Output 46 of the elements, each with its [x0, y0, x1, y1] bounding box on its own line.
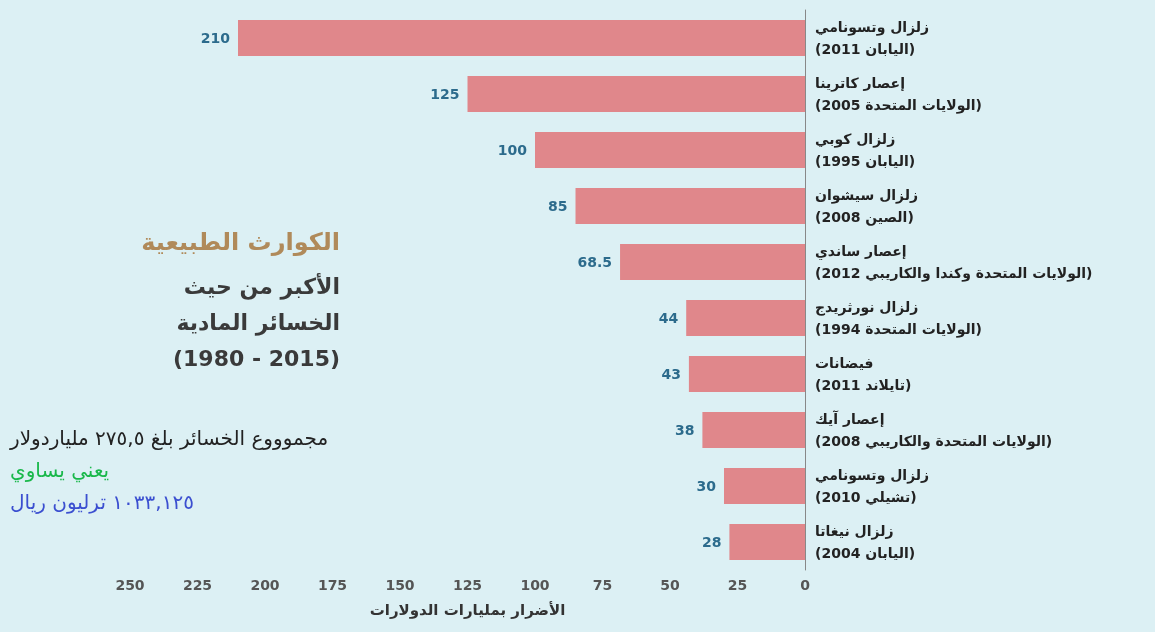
x-tick-label: 125	[452, 577, 483, 593]
data-label: 38	[674, 422, 695, 438]
bar	[620, 244, 805, 280]
data-label: 210	[200, 30, 231, 46]
y-tick-label: زلزال وتسونامي (اليابان 2011)	[815, 19, 930, 57]
bar	[702, 412, 805, 448]
y-tick-label: إعصار ساندي (الولايات المتحدة وكندا والكاريبي 2012)	[815, 243, 1093, 282]
x-tick-label: 175	[317, 577, 348, 593]
y-tick-label: زلزال كوبي (اليابان 1995)	[815, 131, 916, 169]
data-label: 68.5	[577, 254, 613, 270]
bar	[686, 300, 805, 336]
x-tick-label: 100	[520, 577, 550, 593]
x-tick-label: 0	[800, 577, 811, 593]
y-tick-label: إعصار كاترينا (الولايات المتحدة 2005)	[815, 75, 982, 114]
bar	[575, 188, 805, 224]
x-tick-label: 225	[182, 577, 213, 593]
x-tick-label: 50	[660, 577, 680, 593]
bar	[729, 524, 805, 560]
data-label: 100	[497, 142, 528, 158]
bar	[467, 76, 805, 112]
x-tick-label: 25	[727, 577, 748, 593]
bar	[535, 132, 805, 168]
y-tick-label: فيضانات (تايلاند 2011)	[815, 355, 912, 393]
x-tick-label: 150	[385, 577, 415, 593]
data-label: 43	[661, 366, 681, 382]
data-label: 28	[701, 534, 722, 550]
bar	[688, 356, 805, 392]
x-axis-title: الأضرار بمليارات الدولارات	[369, 600, 566, 619]
y-tick-label: إعصار آيك (الولايات المتحدة والكاريبي 2008)	[815, 410, 1053, 450]
y-tick-label: زلزال سيشوان (الصين 2008)	[815, 187, 919, 226]
bar	[724, 468, 805, 504]
x-tick-label: 200	[250, 577, 280, 593]
bar	[238, 20, 805, 56]
annotation: مجموووع الخسائر بلغ ٢٧٥,٥ ملياردولار	[9, 426, 329, 450]
text: يعني يساوي	[10, 458, 110, 483]
y-tick-label: زلزال وتسونامي (تشيلي 2010)	[815, 467, 930, 506]
x-tick-label: 250	[115, 577, 145, 593]
y-tick-label: زلزال نورثريدج (الولايات المتحدة 1994)	[815, 299, 982, 338]
data-label: 125	[430, 86, 460, 102]
data-label: 44	[658, 310, 679, 326]
y-tick-label: زلزال نيغاتا (اليابان 2004)	[815, 523, 916, 561]
data-label: 30	[696, 478, 717, 494]
text: الكوارث الطبيعية	[141, 228, 340, 256]
x-tick-label: 75	[592, 577, 613, 593]
data-label: 85	[548, 198, 568, 214]
annotation: ١٠٣٣,١٢٥ ترليون ريال	[10, 490, 194, 514]
